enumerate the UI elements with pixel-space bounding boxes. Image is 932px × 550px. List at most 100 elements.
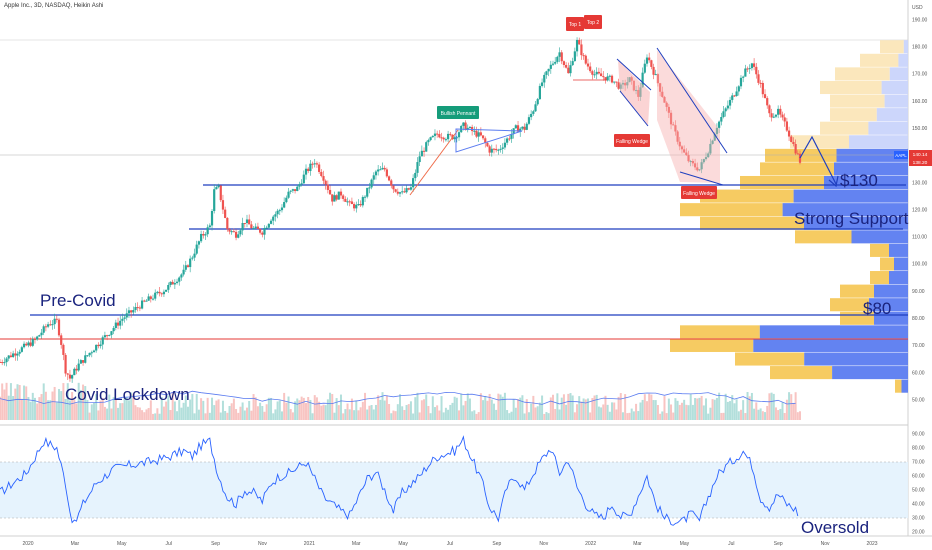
- wedge-1-top: [616, 58, 652, 91]
- volume-bar: [224, 410, 227, 420]
- candle-body: [790, 136, 793, 142]
- volume-bar: [619, 393, 622, 420]
- volume-bar: [764, 412, 767, 420]
- candle-body: [167, 284, 170, 290]
- candle-body: [359, 204, 362, 206]
- candle-body: [372, 175, 375, 180]
- candle-body: [318, 164, 321, 172]
- volume-bar: [33, 397, 36, 420]
- time-tick-label: Nov: [258, 541, 267, 547]
- volume-bar: [226, 412, 229, 420]
- wedge-2-top: [656, 47, 728, 154]
- candle-body: [322, 176, 325, 181]
- candle-body: [38, 335, 41, 337]
- price-tick-label: 190.00: [912, 17, 928, 23]
- volume-bar: [726, 401, 729, 420]
- candle-body: [130, 310, 133, 313]
- vp-bar-up: [895, 379, 902, 393]
- volume-bar: [374, 404, 377, 420]
- candle-body: [307, 168, 310, 172]
- candle-body: [213, 189, 216, 211]
- vp-bar-down: [894, 257, 908, 271]
- volume-bar: [790, 394, 793, 420]
- volume-bar: [508, 413, 511, 420]
- volume-bar: [796, 412, 799, 420]
- candle-body: [787, 130, 791, 137]
- candle-body: [112, 328, 115, 332]
- volume-bar: [364, 392, 367, 420]
- time-tick-label: Mar: [71, 541, 80, 547]
- volume-bar: [219, 412, 222, 420]
- volume-bar: [536, 406, 539, 420]
- candle-body: [7, 355, 10, 359]
- volume-bar: [652, 400, 655, 420]
- candle-body: [84, 355, 87, 363]
- volume-bar: [147, 407, 150, 420]
- volume-bar: [127, 400, 130, 420]
- volume-bar: [729, 401, 732, 420]
- price-tick-label: 60.00: [912, 370, 925, 376]
- candle-body: [77, 363, 80, 371]
- volume-bar: [676, 400, 679, 420]
- volume-bar: [123, 397, 126, 420]
- candle-body: [272, 216, 275, 221]
- volume-bar: [593, 395, 596, 420]
- candle-body: [501, 147, 504, 149]
- candle-body: [259, 229, 262, 233]
- candle-body: [477, 132, 480, 137]
- volume-bar: [724, 393, 727, 420]
- volume-bar: [71, 392, 74, 420]
- candle-body: [676, 131, 679, 142]
- candle-body: [595, 71, 598, 75]
- candle-body: [101, 337, 104, 345]
- candle-body: [296, 186, 299, 192]
- volume-bar: [296, 398, 299, 420]
- candle-body: [617, 82, 620, 89]
- candle-body: [232, 231, 235, 233]
- volume-bar: [195, 393, 198, 420]
- volume-bar: [562, 394, 565, 420]
- candle-body: [488, 146, 491, 153]
- candle-body: [580, 44, 583, 56]
- candle-body: [215, 187, 218, 190]
- candle-body: [508, 138, 511, 140]
- volume-bar: [298, 400, 301, 420]
- candle-body: [538, 85, 541, 100]
- volume-bar: [134, 405, 137, 420]
- candle-body: [27, 342, 30, 346]
- volume-bar: [162, 406, 165, 420]
- candle-body: [171, 281, 174, 285]
- price-tick-label: 160.00: [912, 99, 928, 105]
- time-tick-label: Jul: [165, 541, 171, 547]
- candle-body: [713, 133, 716, 141]
- volume-bar: [186, 406, 189, 420]
- candle-body: [136, 307, 139, 309]
- volume-bar: [635, 403, 638, 420]
- candle-body: [53, 318, 56, 325]
- candle-body: [206, 227, 209, 235]
- volume-bar: [436, 405, 439, 420]
- volume-bar: [202, 400, 205, 420]
- annotation-oversold: Oversold: [801, 518, 869, 537]
- volume-bar: [656, 405, 659, 420]
- volume-bar: [261, 406, 264, 420]
- volume-bar: [543, 413, 546, 420]
- volume-bar: [488, 393, 491, 420]
- volume-bar: [709, 407, 712, 420]
- volume-bar: [79, 389, 82, 420]
- volume-bar: [243, 410, 246, 420]
- time-tick-label: Sep: [492, 541, 501, 547]
- volume-bar: [392, 410, 395, 420]
- volume-bar: [440, 396, 443, 420]
- wedge-2-bottom: [679, 171, 724, 186]
- candle-body: [700, 162, 703, 170]
- volume-bar: [335, 398, 338, 420]
- volume-bar: [305, 403, 308, 420]
- volume-bar: [604, 395, 607, 420]
- time-tick-label: 2022: [585, 541, 596, 547]
- volume-bar: [272, 413, 275, 420]
- candle-body: [558, 52, 561, 57]
- candle-body: [409, 187, 413, 190]
- candle-body: [792, 141, 795, 145]
